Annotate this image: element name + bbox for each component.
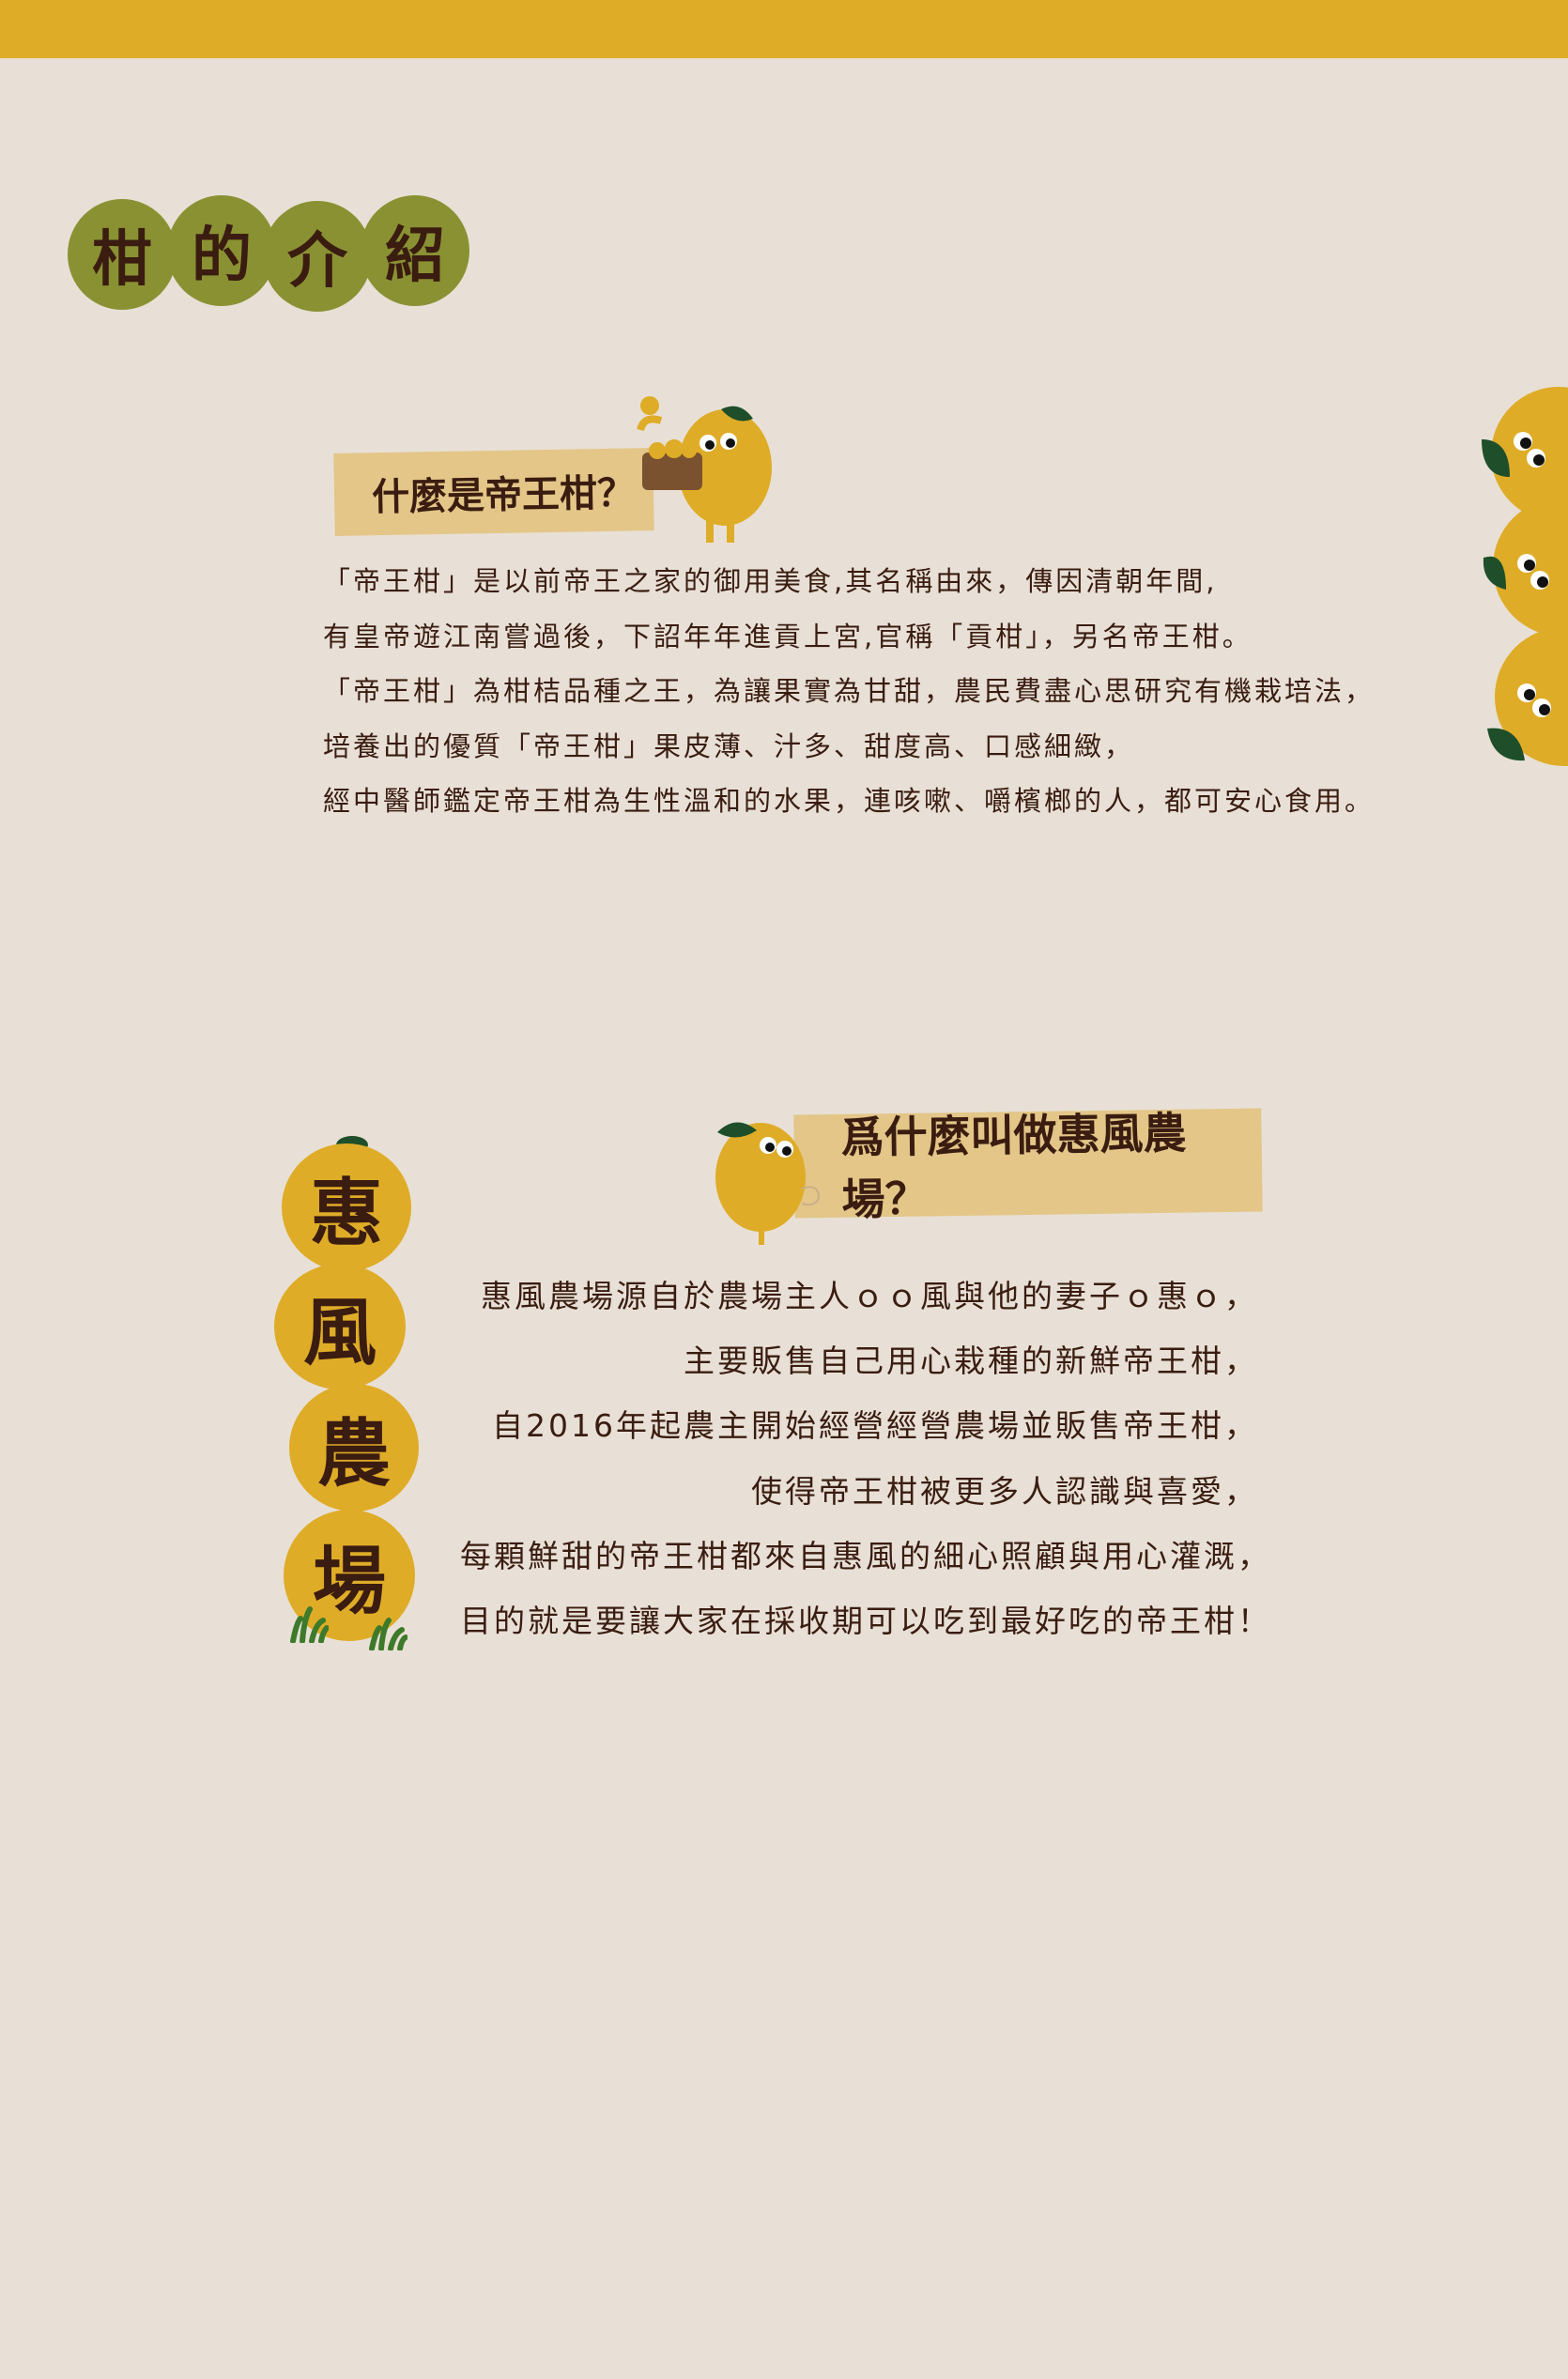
section1-text: 「帝王柑」是以前帝王之家的御用美食,其名稱由來，傳因清朝年間, 有皇帝遊江南嘗過…: [323, 554, 1376, 829]
text-line: 有皇帝遊江南嘗過後，下詔年年進貢上宮,官稱「貢柑」，另名帝王柑。: [323, 620, 1253, 652]
text-line: 使得帝王柑被更多人認識與喜愛，: [751, 1472, 1258, 1510]
text-line: 培養出的優質「帝王柑」果皮薄、汁多、甜度高、口感細緻，: [323, 729, 1135, 762]
text-line: 每顆鮮甜的帝王柑都來自惠風的細心照顧與用心灌溉，: [460, 1537, 1271, 1574]
title-char: 紹: [361, 195, 469, 306]
text-line: 「帝王柑」是以前帝王之家的御用美食,其名稱由來，傳因清朝年間,: [323, 565, 1218, 597]
section1-heading: 什麼是帝王柑？: [333, 448, 654, 536]
title-char: 介: [263, 201, 372, 312]
text-line: 經中醫師鑑定帝王柑為生性溫和的水果，連咳嗽、嚼檳榔的人，都可安心食用。: [323, 785, 1376, 817]
orange-mascot-peeking-icon: [715, 1122, 821, 1245]
text-line: 主要販售自己用心栽種的新鮮帝王柑，: [684, 1343, 1258, 1380]
text-line: 「帝王柑」為柑桔品種之王，為讓果實為甘甜，農民費盡心思研究有機栽培法，: [323, 675, 1376, 707]
farm-name-char: 惠: [282, 1143, 411, 1271]
grass-icon: [290, 1606, 329, 1643]
farm-name-char: 場: [284, 1510, 415, 1641]
title-char: 柑: [68, 199, 177, 310]
orange-mascot-holding-basket-icon: [637, 396, 772, 543]
page-title: 柑 的 介 紹: [68, 195, 490, 321]
text-line: 目的就是要讓大家在採收期可以吃到最好吃的帝王柑！: [460, 1603, 1271, 1640]
grass-icon: [369, 1618, 407, 1650]
text-line: 自2016年起農主開始經營經營農場並販售帝王柑，: [492, 1407, 1258, 1445]
section2-text: 惠風農場源自於農場主人ｏｏ風與他的妻子ｏ惠ｏ， 主要販售自己用心栽種的新鮮帝王柑…: [460, 1264, 1271, 1653]
text-line: 惠風農場源自於農場主人ｏｏ風與他的妻子ｏ惠ｏ，: [481, 1278, 1258, 1314]
title-char: 的: [167, 195, 276, 306]
peeking-oranges-icon: [1482, 387, 1568, 766]
farm-name-char: 風: [274, 1264, 406, 1389]
top-bar: [0, 0, 1568, 58]
section2-heading: 爲什麼叫做惠風農場？: [793, 1108, 1263, 1225]
farm-name-char: 農: [289, 1384, 419, 1512]
